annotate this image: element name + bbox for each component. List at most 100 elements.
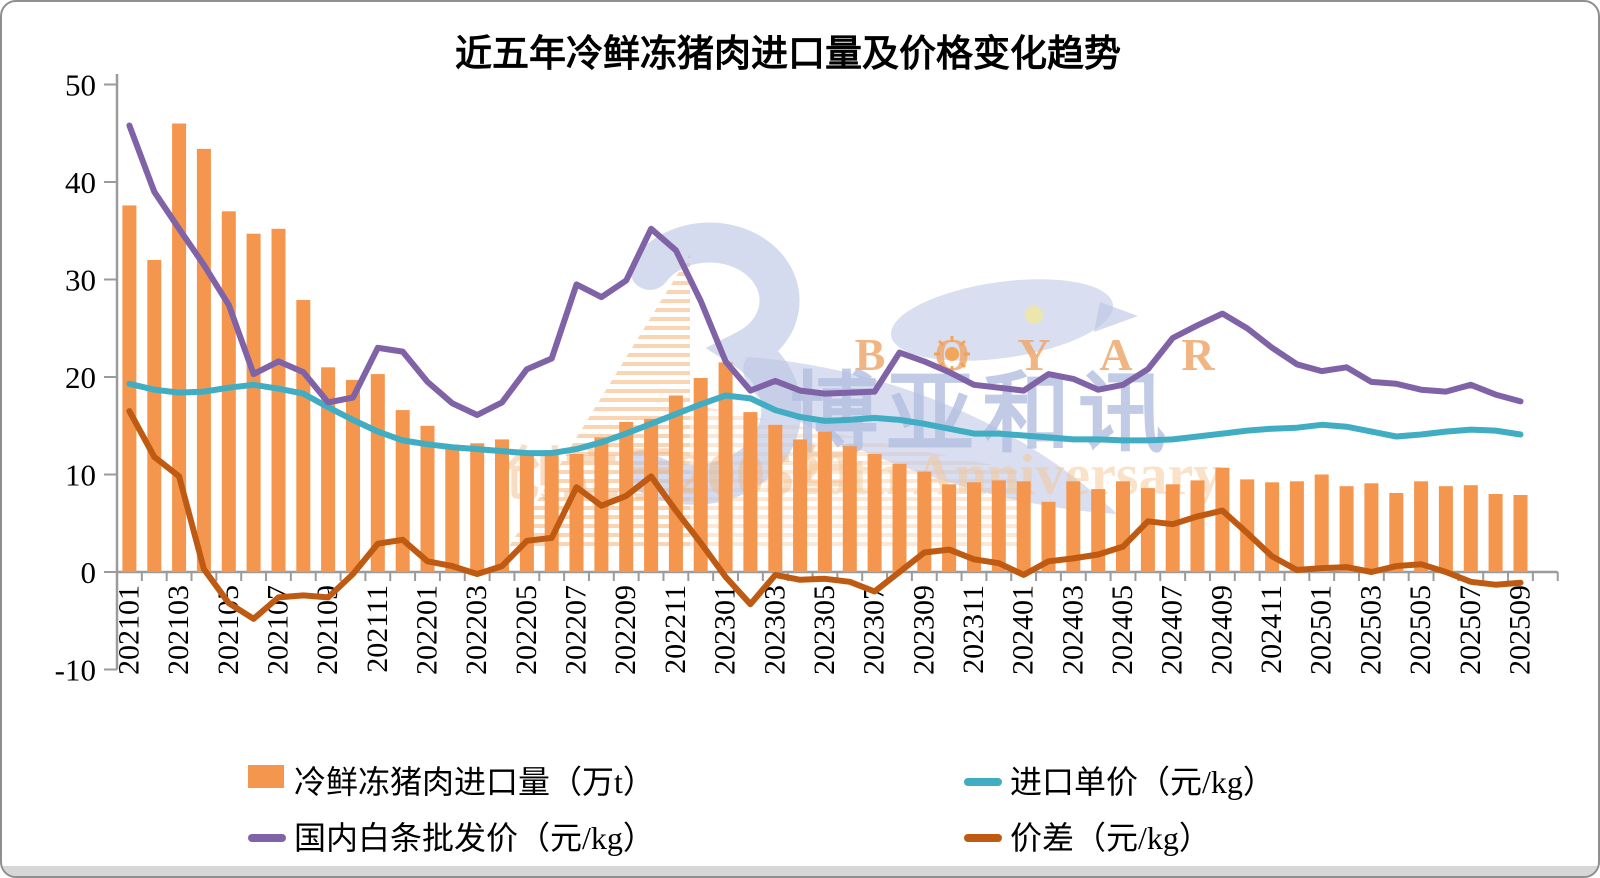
legend-swatch-wholesale-price bbox=[248, 834, 286, 842]
bar-202504 bbox=[1389, 493, 1404, 572]
bar-202203 bbox=[470, 443, 485, 572]
x-axis-label: 202205 bbox=[510, 585, 543, 675]
x-axis-label: 202407 bbox=[1156, 585, 1189, 675]
x-axis-label: 202503 bbox=[1354, 585, 1387, 675]
bar-202312 bbox=[991, 480, 1006, 572]
y-axis-label: 30 bbox=[65, 263, 96, 298]
legend-label-import-volume: 冷鲜冻猪肉进口量（万t） bbox=[294, 764, 655, 800]
x-axis-label: 202307 bbox=[858, 585, 891, 675]
x-axis-label: 202411 bbox=[1255, 585, 1288, 674]
bar-202207 bbox=[569, 454, 584, 572]
bar-202101 bbox=[122, 205, 137, 572]
legend-label-import-price: 进口单价（元/kg） bbox=[1010, 764, 1275, 800]
bar-202507 bbox=[1463, 485, 1478, 572]
watermark-sun-icon bbox=[934, 336, 970, 372]
x-axis-label: 202207 bbox=[560, 585, 593, 675]
x-axis-label: 202405 bbox=[1106, 585, 1139, 675]
bar-202111 bbox=[370, 374, 385, 572]
bar-202401 bbox=[1016, 481, 1031, 572]
bottom-strip bbox=[2, 866, 1598, 876]
bar-202204 bbox=[495, 439, 509, 572]
bar-202107 bbox=[271, 228, 286, 573]
watermark-bird-beak bbox=[1094, 302, 1138, 332]
bar-202112 bbox=[395, 410, 410, 572]
x-axis-label: 202303 bbox=[758, 585, 791, 675]
bar-202109 bbox=[321, 367, 336, 573]
legend-swatch-price-diff bbox=[964, 834, 1002, 842]
y-axis-label: 0 bbox=[81, 555, 97, 590]
bar-202508 bbox=[1488, 494, 1503, 572]
bar-202409 bbox=[1215, 467, 1230, 572]
watermark-bird-body bbox=[890, 279, 1114, 361]
watermark-letter-a: A bbox=[1099, 329, 1132, 380]
bar-202206 bbox=[544, 450, 559, 572]
legend-item-import-price: 进口单价（元/kg） bbox=[964, 764, 1275, 800]
bar-202212 bbox=[693, 378, 708, 572]
x-axis-label: 202301 bbox=[709, 585, 742, 675]
x-axis-label: 202103 bbox=[162, 585, 195, 675]
bar-202310 bbox=[942, 484, 957, 573]
legend-label-price-diff: 价差（元/kg） bbox=[1010, 820, 1211, 856]
x-axis-label: 202309 bbox=[907, 585, 940, 675]
bar-202210 bbox=[644, 418, 659, 572]
x-axis-label: 202201 bbox=[411, 585, 444, 675]
x-axis-label: 202505 bbox=[1404, 585, 1437, 675]
bar-202406 bbox=[1140, 488, 1155, 572]
legend: 冷鲜冻猪肉进口量（万t） 进口单价（元/kg） 国内白条批发价（元/kg） 价差… bbox=[248, 764, 1275, 856]
x-axis-label: 202401 bbox=[1007, 585, 1040, 675]
bar-202506 bbox=[1438, 486, 1453, 572]
bar-202404 bbox=[1091, 489, 1106, 572]
bar-202303 bbox=[768, 424, 783, 572]
bar-202110 bbox=[346, 379, 360, 572]
bar-202505 bbox=[1414, 481, 1429, 572]
bar-202502 bbox=[1339, 486, 1354, 572]
bar-202106 bbox=[246, 233, 261, 572]
y-axis-label: 50 bbox=[65, 68, 96, 103]
legend-label-wholesale-price: 国内白条批发价（元/kg） bbox=[294, 820, 655, 856]
legend-item-price-diff: 价差（元/kg） bbox=[964, 820, 1211, 856]
x-axis-label: 202403 bbox=[1056, 585, 1089, 675]
y-axis-label: 10 bbox=[65, 458, 96, 493]
bar-202410 bbox=[1240, 479, 1255, 572]
bar-202403 bbox=[1066, 481, 1081, 572]
watermark-bird-eye bbox=[1025, 306, 1043, 324]
bar-202501 bbox=[1314, 474, 1329, 572]
line-price-diff bbox=[126, 408, 1524, 622]
chart-title: 近五年冷鲜冻猪肉进口量及价格变化趋势 bbox=[455, 33, 1121, 75]
bar-202412 bbox=[1289, 481, 1304, 572]
bars-import-volume bbox=[122, 123, 1528, 573]
bar-202104 bbox=[196, 148, 211, 572]
bar-202105 bbox=[221, 211, 236, 573]
bar-202202 bbox=[445, 449, 460, 572]
x-axis-label: 202111 bbox=[361, 585, 394, 673]
bar-202405 bbox=[1116, 481, 1130, 572]
watermark-letter-r: R bbox=[1181, 329, 1215, 380]
x-axis-label: 202501 bbox=[1305, 585, 1338, 675]
bar-202305 bbox=[817, 431, 832, 572]
x-axis-label: 202509 bbox=[1504, 585, 1537, 675]
bar-202304 bbox=[793, 439, 808, 572]
bar-202309 bbox=[917, 471, 932, 572]
bar-202102 bbox=[147, 260, 162, 572]
legend-swatch-import-volume bbox=[248, 765, 284, 788]
line-wholesale-price bbox=[126, 122, 1524, 418]
bar-202307 bbox=[867, 454, 882, 572]
bar-202408 bbox=[1190, 480, 1205, 572]
watermark-letter-y: Y bbox=[1017, 329, 1050, 380]
watermark-letter-b: B bbox=[855, 329, 886, 380]
bar-202306 bbox=[842, 446, 857, 572]
bar-202205 bbox=[519, 451, 534, 572]
legend-item-wholesale-price: 国内白条批发价（元/kg） bbox=[248, 820, 655, 856]
bar-202407 bbox=[1165, 484, 1180, 573]
bar-202402 bbox=[1041, 501, 1056, 572]
x-axis-label: 202209 bbox=[609, 585, 642, 675]
bar-202308 bbox=[892, 463, 907, 572]
bar-202503 bbox=[1364, 483, 1379, 572]
plot-area: 202101 202103 202105 202107 202109 202111 2022… bbox=[55, 68, 1559, 688]
x-axis-label: 202203 bbox=[460, 585, 493, 675]
y-axis-label: -10 bbox=[55, 653, 96, 688]
y-axis-label: 40 bbox=[65, 165, 96, 200]
watermark-bird-wing bbox=[743, 357, 1117, 514]
